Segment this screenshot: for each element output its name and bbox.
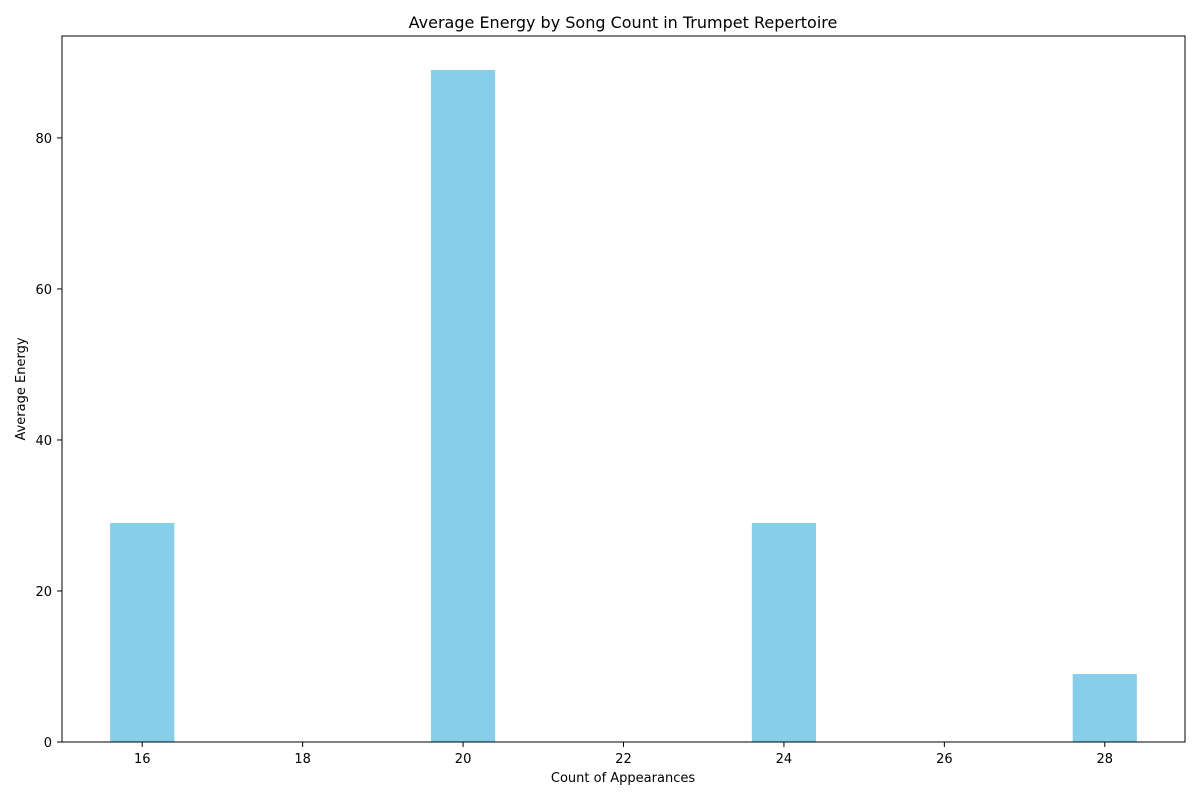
bar-28 xyxy=(1072,674,1137,742)
y-tick-label: 40 xyxy=(35,434,52,449)
x-tick-label: 22 xyxy=(615,752,632,767)
y-tick-label: 0 xyxy=(44,736,52,751)
x-tick-label: 28 xyxy=(1097,752,1114,767)
y-axis-label: Average Energy xyxy=(14,337,29,440)
y-tick-label: 20 xyxy=(35,585,52,600)
x-axis-label: Count of Appearances xyxy=(551,771,695,786)
x-tick-label: 24 xyxy=(776,752,793,767)
y-tick-label: 80 xyxy=(35,132,52,147)
x-axis-ticks: 16 18 20 22 24 26 28 xyxy=(134,742,1113,767)
x-tick-label: 16 xyxy=(134,752,151,767)
y-tick-label: 60 xyxy=(35,283,52,298)
chart-title: Average Energy by Song Count in Trumpet … xyxy=(409,13,838,32)
bars-layer xyxy=(110,69,1137,742)
y-axis-ticks: 0 20 40 60 80 xyxy=(35,132,62,751)
x-tick-label: 20 xyxy=(455,752,472,767)
x-tick-label: 18 xyxy=(294,752,311,767)
x-tick-label: 26 xyxy=(936,752,953,767)
bar-16 xyxy=(110,523,175,742)
bar-24 xyxy=(751,523,817,742)
bar-20 xyxy=(430,69,496,742)
